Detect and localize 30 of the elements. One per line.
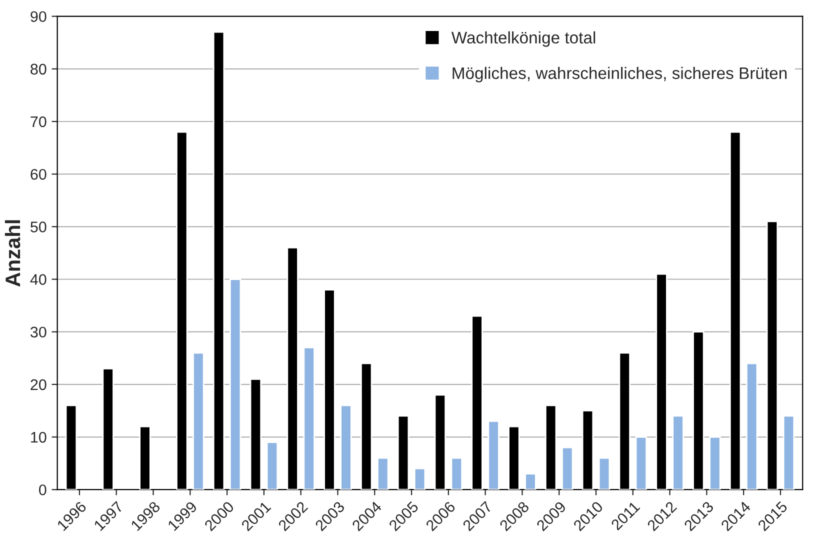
bar bbox=[450, 457, 463, 490]
y-tick-label: 0 bbox=[39, 484, 46, 496]
y-tick-label: 30 bbox=[30, 326, 46, 338]
bar bbox=[266, 442, 278, 490]
bar bbox=[598, 457, 610, 490]
bar bbox=[635, 436, 648, 490]
bar bbox=[414, 468, 426, 490]
y-tick-label: 80 bbox=[30, 64, 46, 75]
y-axis-title: Anzahl bbox=[4, 220, 20, 287]
y-tick-label: 40 bbox=[30, 274, 46, 285]
y-tick-label: 60 bbox=[30, 168, 46, 180]
y-tick-label: 50 bbox=[30, 222, 46, 232]
bar bbox=[340, 404, 352, 490]
y-tick-label: 90 bbox=[30, 11, 46, 22]
bar bbox=[377, 457, 389, 490]
bar bbox=[782, 415, 795, 490]
y-tick-label: 70 bbox=[30, 116, 46, 128]
bar bbox=[192, 352, 204, 490]
legend-label: Wachtelkönige total bbox=[451, 31, 596, 47]
bar bbox=[746, 362, 758, 490]
bar bbox=[488, 420, 500, 490]
bar bbox=[672, 415, 684, 490]
bar bbox=[524, 473, 536, 490]
y-tick-label: 10 bbox=[31, 432, 46, 443]
y-tick-label: 20 bbox=[30, 379, 46, 390]
bar bbox=[709, 436, 721, 490]
legend-label: Mögliches, wahrscheinliches, sicheres Brüten bbox=[452, 66, 787, 82]
bar bbox=[303, 346, 315, 490]
bar bbox=[229, 278, 242, 490]
bar bbox=[562, 446, 574, 490]
